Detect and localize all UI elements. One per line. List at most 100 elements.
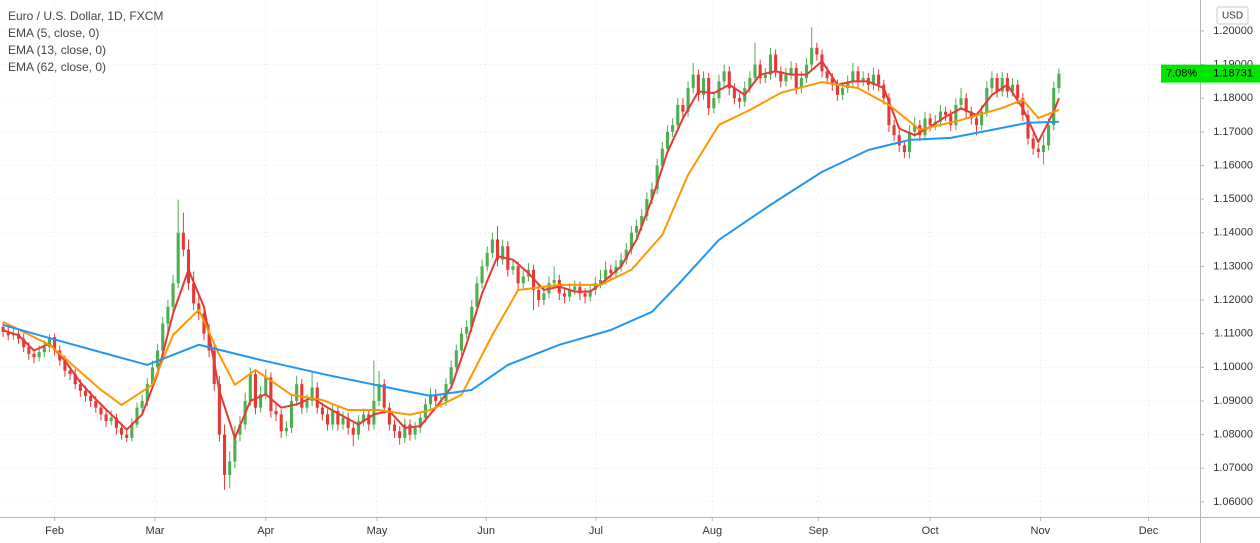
candle-body — [959, 98, 963, 105]
candle-body — [367, 414, 371, 425]
candle-body — [495, 239, 500, 260]
candle-body — [774, 54, 778, 72]
candle-body — [954, 104, 958, 126]
candle-body — [336, 411, 340, 425]
candle-body — [835, 84, 839, 95]
candle-body — [892, 125, 896, 136]
candle-body — [109, 417, 113, 422]
candle-body — [969, 111, 973, 119]
ema-line — [2, 60, 1060, 439]
legend-entry: EMA (13, close, 0) — [8, 43, 106, 57]
candle-body — [635, 226, 639, 233]
candle-body — [980, 111, 984, 126]
candle-body — [604, 269, 608, 280]
candle-body — [413, 427, 417, 435]
candle-body — [516, 266, 520, 284]
candle-body — [877, 74, 881, 85]
candle-body — [521, 276, 525, 284]
x-tick-label: Feb — [45, 525, 64, 537]
plot — [1, 27, 1061, 490]
currency-box[interactable] — [1216, 6, 1249, 25]
candle-body — [861, 78, 865, 82]
candle-body — [1057, 73, 1061, 89]
candle-body — [434, 394, 438, 401]
candle-body — [47, 337, 51, 348]
candle-body — [53, 337, 57, 351]
candle-body — [192, 283, 196, 304]
candle-body — [686, 88, 690, 112]
candle-body — [1000, 78, 1004, 92]
candle-body — [995, 78, 999, 92]
candle-body — [176, 232, 180, 284]
candle-body — [73, 374, 77, 385]
candle-body — [1, 326, 5, 332]
candle-body — [459, 333, 464, 351]
candle-body — [624, 249, 628, 260]
candle-body — [470, 306, 474, 327]
candle-body — [248, 374, 252, 401]
candle-body — [949, 115, 953, 126]
candle-body — [259, 394, 263, 408]
last-price: 1.18731 — [1213, 68, 1253, 80]
candle-body — [403, 424, 407, 438]
candle-body — [753, 64, 757, 79]
candle-body — [223, 434, 227, 475]
x-tick-label: Oct — [922, 525, 939, 537]
candle-body — [99, 407, 103, 415]
candle-body — [552, 279, 556, 284]
candle-body — [228, 461, 232, 475]
candle-body — [326, 414, 330, 425]
candle-body — [913, 125, 917, 132]
candle-body — [284, 427, 288, 432]
candle-body — [372, 400, 376, 425]
candle-body — [356, 421, 360, 435]
candle-body — [32, 353, 36, 358]
candle-body — [315, 387, 319, 408]
legend-entry: EMA (5, close, 0) — [8, 26, 99, 40]
candle-body — [676, 104, 680, 126]
candle-body — [135, 407, 139, 425]
candle-body — [78, 384, 82, 391]
candle-body — [928, 118, 932, 126]
candle-body — [480, 266, 484, 284]
candle-body — [289, 400, 294, 428]
candle-body — [171, 283, 175, 307]
candle-body — [640, 215, 644, 227]
candle-body — [27, 347, 31, 354]
candle-body — [897, 135, 901, 146]
x-tick-label: May — [367, 525, 388, 537]
x-tick-label: Sep — [809, 525, 829, 537]
candle-body — [568, 289, 572, 297]
candle-body — [655, 165, 659, 190]
candle-body — [429, 394, 433, 405]
candle-body — [779, 71, 783, 82]
candle-body — [89, 395, 93, 401]
y-tick-label: 1.10000 — [1213, 361, 1253, 373]
candle-body — [362, 414, 366, 422]
candle-body — [619, 259, 623, 267]
candle-body — [732, 88, 736, 99]
candle-body — [887, 98, 891, 126]
legend: Euro / U.S. Dollar, 1D, FXCM EMA (5, clo… — [8, 9, 163, 74]
candle-body — [846, 81, 850, 89]
candle-body — [145, 384, 149, 401]
candle-body — [784, 74, 788, 82]
candle-body — [944, 111, 948, 116]
candle-body — [799, 78, 803, 89]
chart-title: Euro / U.S. Dollar, 1D, FXCM — [8, 9, 163, 23]
candle-body — [114, 417, 118, 428]
x-tick-label: Dec — [1139, 525, 1159, 537]
candle-body — [490, 239, 494, 253]
candle-body — [94, 400, 98, 408]
candle-body — [331, 411, 335, 425]
y-tick-label: 1.06000 — [1213, 496, 1253, 508]
candle-body — [768, 54, 773, 75]
candle-body — [815, 47, 819, 55]
candle-body — [418, 417, 422, 428]
y-tick-label: 1.15000 — [1213, 193, 1253, 205]
candle-body — [310, 387, 314, 401]
x-tick-label: Jul — [589, 525, 603, 537]
candle-body — [964, 98, 968, 112]
candle-body — [650, 189, 654, 200]
candle-body — [346, 417, 350, 428]
